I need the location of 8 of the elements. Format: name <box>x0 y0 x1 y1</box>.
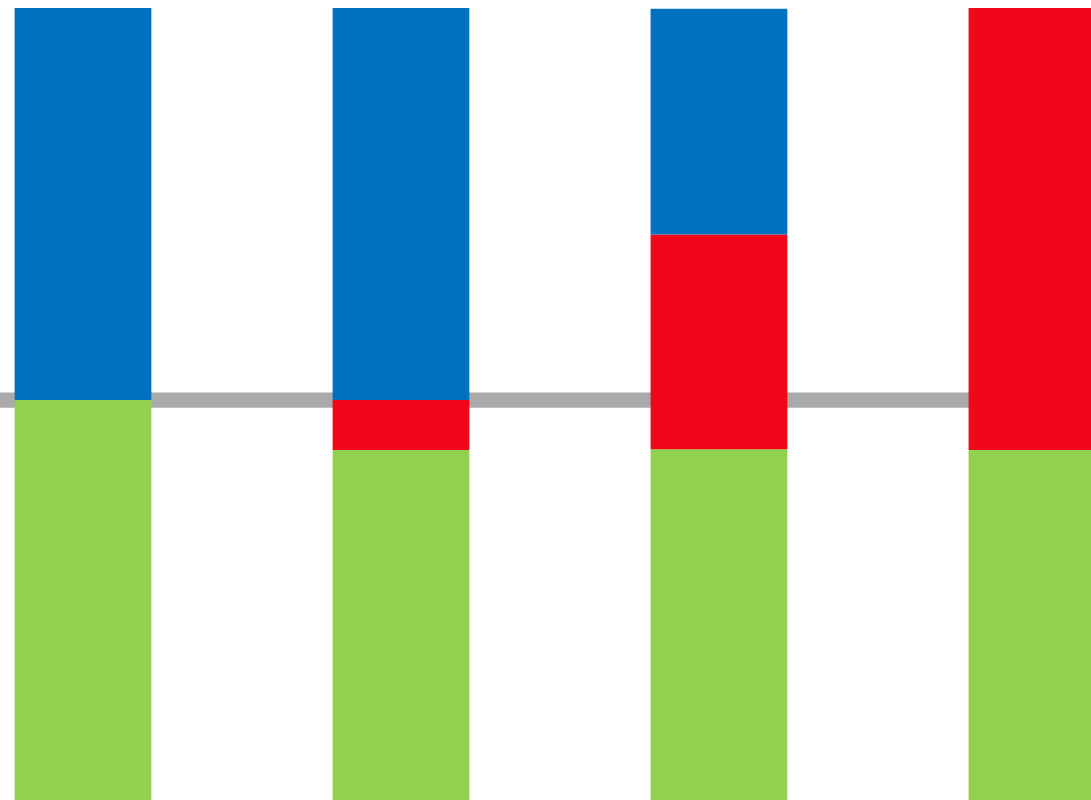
bar <box>14 8 152 401</box>
bar <box>332 400 470 450</box>
bar <box>650 449 788 800</box>
bar <box>332 449 470 800</box>
bar <box>14 400 152 800</box>
bar <box>650 234 788 450</box>
bar <box>332 8 470 401</box>
bar <box>650 8 788 235</box>
